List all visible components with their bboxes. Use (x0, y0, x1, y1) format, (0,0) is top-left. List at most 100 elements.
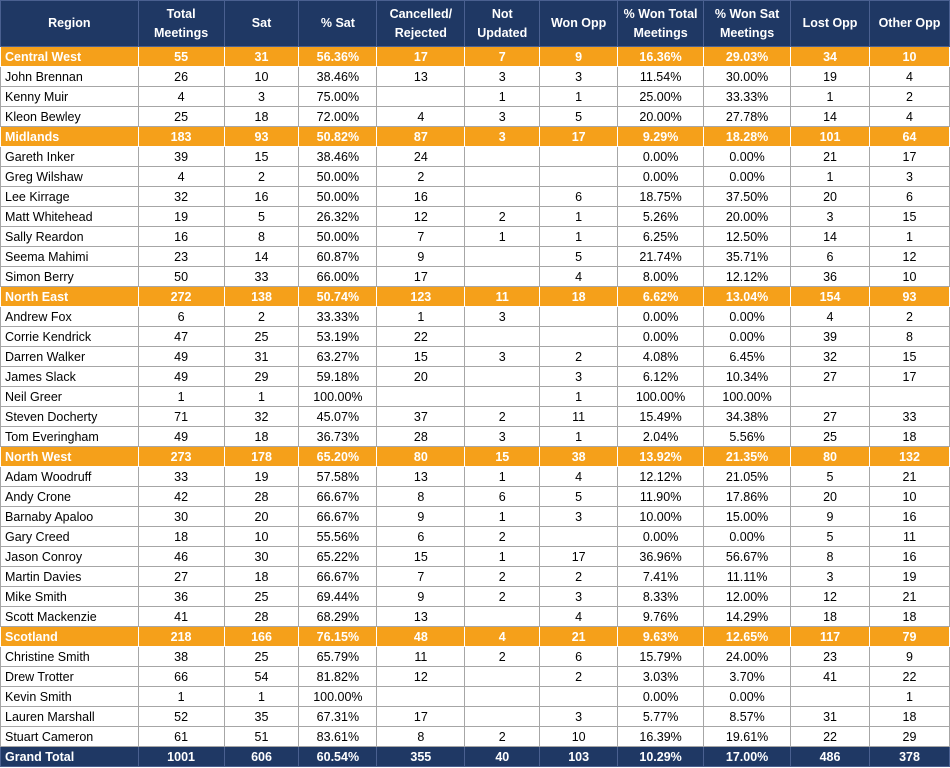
cell-name: Greg Wilshaw (0, 166, 139, 187)
person-row: Kenny Muir 4 3 75.00% 1 1 25.00% 33.33% 1 2 (0, 86, 950, 107)
cell-name: Barnaby Apaloo (0, 506, 139, 527)
cell-won-opp: 6 (539, 186, 619, 207)
cell-won-opp: 2 (539, 346, 619, 367)
cell-won-opp: 2 (539, 666, 619, 687)
cell-won-opp: 11 (539, 406, 619, 427)
cell-not-updated: 3 (464, 346, 541, 367)
cell-not-updated (464, 706, 541, 727)
cell-sat: 10 (223, 526, 300, 547)
cell-total-meetings: 4 (137, 166, 225, 187)
cell-pct-sat: 66.00% (298, 266, 378, 287)
cell-cancelled-rejected: 12 (376, 206, 466, 227)
cell-won-opp: 3 (539, 506, 619, 527)
cell-pct-sat: 65.20% (298, 446, 378, 467)
cell-name: Corrie Kendrick (0, 326, 139, 347)
cell-pct-sat: 26.32% (298, 206, 378, 227)
cell-name: Steven Docherty (0, 406, 139, 427)
cell-won-opp: 3 (539, 586, 619, 607)
cell-sat: 606 (223, 746, 300, 767)
header-cancelled-rejected-label: Cancelled/ Rejected (389, 6, 453, 40)
cell-pct-sat: 50.74% (298, 286, 378, 307)
person-row: Stuart Cameron 61 51 83.61% 8 2 10 16.39% 19.61%… (0, 726, 950, 747)
cell-won-opp: 1 (539, 86, 619, 107)
cell-cancelled-rejected: 9 (376, 246, 466, 267)
cell-pct-won-total: 10.00% (617, 506, 705, 527)
cell-total-meetings: 272 (137, 286, 225, 307)
cell-cancelled-rejected: 20 (376, 366, 466, 387)
person-row: James Slack 49 29 59.18% 20 3 6.12% 10.34% 27 17 (0, 366, 950, 387)
person-row: Martin Davies 27 18 66.67% 7 2 2 7.41% 11.11% 3 19 (0, 566, 950, 587)
cell-cancelled-rejected: 2 (376, 166, 466, 187)
cell-pct-sat: 75.00% (298, 86, 378, 107)
cell-won-opp: 5 (539, 106, 619, 127)
cell-won-opp (539, 146, 619, 167)
cell-won-opp: 4 (539, 266, 619, 287)
cell-cancelled-rejected (376, 386, 466, 407)
cell-total-meetings: 55 (137, 46, 225, 67)
cell-sat: 16 (223, 186, 300, 207)
cell-other-opp: 22 (868, 666, 950, 687)
cell-pct-won-total: 16.39% (617, 726, 705, 747)
cell-lost-opp: 20 (790, 186, 870, 207)
cell-total-meetings: 36 (137, 586, 225, 607)
cell-sat: 18 (223, 106, 300, 127)
cell-lost-opp: 21 (790, 146, 870, 167)
header-pct-won-total: % Won Total Meetings (617, 0, 705, 47)
cell-name: Matt Whitehead (0, 206, 139, 227)
cell-not-updated: 2 (464, 586, 541, 607)
cell-other-opp: 2 (868, 306, 950, 327)
cell-total-meetings: 47 (137, 326, 225, 347)
header-other-opp-label: Other Opp (878, 16, 941, 30)
cell-pct-won-sat: 12.00% (703, 586, 792, 607)
cell-sat: 10 (223, 66, 300, 87)
cell-lost-opp: 25 (790, 426, 870, 447)
cell-not-updated (464, 686, 541, 707)
cell-cancelled-rejected: 7 (376, 566, 466, 587)
cell-total-meetings: 66 (137, 666, 225, 687)
cell-pct-won-sat: 10.34% (703, 366, 792, 387)
cell-not-updated: 3 (464, 426, 541, 447)
cell-pct-won-total: 5.77% (617, 706, 705, 727)
cell-pct-sat: 100.00% (298, 686, 378, 707)
cell-other-opp: 17 (868, 146, 950, 167)
cell-won-opp: 3 (539, 706, 619, 727)
cell-cancelled-rejected: 13 (376, 606, 466, 627)
cell-other-opp: 17 (868, 366, 950, 387)
cell-cancelled-rejected: 15 (376, 346, 466, 367)
cell-cancelled-rejected: 1 (376, 306, 466, 327)
header-won-opp: Won Opp (539, 0, 619, 47)
cell-pct-won-total: 6.25% (617, 226, 705, 247)
cell-name: Darren Walker (0, 346, 139, 367)
cell-pct-won-sat: 0.00% (703, 686, 792, 707)
header-lost-opp-label: Lost Opp (802, 16, 858, 30)
cell-not-updated: 2 (464, 406, 541, 427)
cell-sat: 1 (223, 386, 300, 407)
cell-pct-won-total: 9.63% (617, 626, 705, 647)
cell-sat: 31 (223, 46, 300, 67)
cell-lost-opp: 154 (790, 286, 870, 307)
person-row: Neil Greer 1 1 100.00% 1 100.00% 100.00% (0, 386, 950, 407)
cell-pct-sat: 63.27% (298, 346, 378, 367)
cell-sat: 25 (223, 646, 300, 667)
cell-total-meetings: 42 (137, 486, 225, 507)
cell-pct-won-sat: 29.03% (703, 46, 792, 67)
cell-total-meetings: 30 (137, 506, 225, 527)
cell-total-meetings: 218 (137, 626, 225, 647)
cell-pct-won-sat: 5.56% (703, 426, 792, 447)
cell-lost-opp: 18 (790, 606, 870, 627)
cell-not-updated: 2 (464, 206, 541, 227)
cell-cancelled-rejected: 17 (376, 706, 466, 727)
cell-pct-sat: 33.33% (298, 306, 378, 327)
cell-total-meetings: 52 (137, 706, 225, 727)
cell-won-opp: 103 (539, 746, 619, 767)
cell-other-opp: 2 (868, 86, 950, 107)
cell-other-opp: 132 (868, 446, 950, 467)
cell-pct-sat: 81.82% (298, 666, 378, 687)
cell-pct-won-sat: 12.12% (703, 266, 792, 287)
cell-pct-won-total: 12.12% (617, 466, 705, 487)
cell-lost-opp: 31 (790, 706, 870, 727)
cell-sat: 138 (223, 286, 300, 307)
cell-pct-won-sat: 100.00% (703, 386, 792, 407)
cell-not-updated: 4 (464, 626, 541, 647)
cell-pct-won-sat: 0.00% (703, 326, 792, 347)
